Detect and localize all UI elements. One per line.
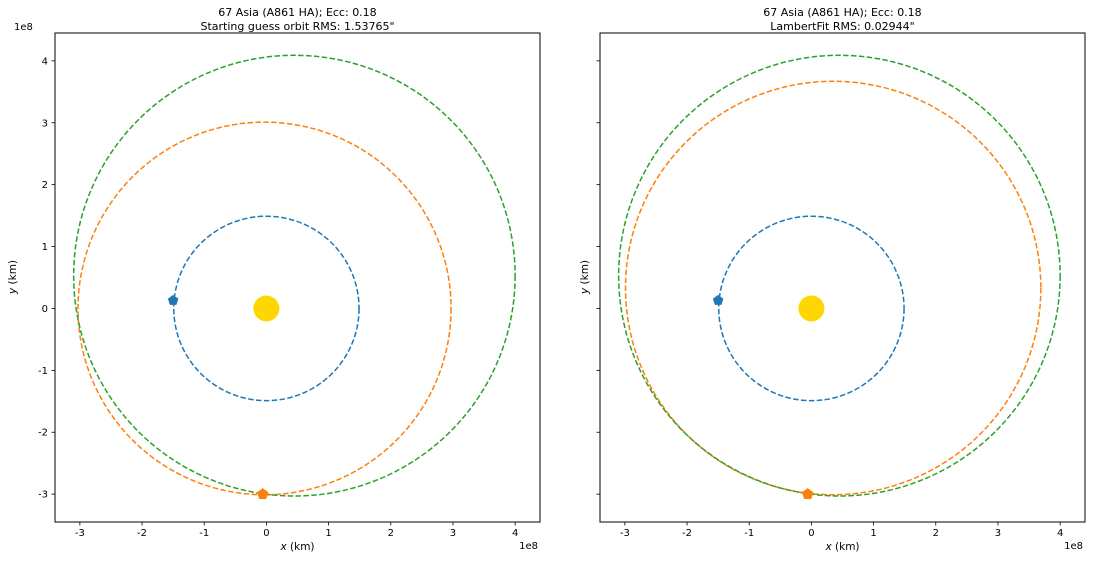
left-x-axis-label-unit: (km) [287, 541, 315, 553]
y-tick-label: 2 [42, 180, 48, 191]
y-tick-label: -1 [38, 366, 48, 377]
y-tick-label: -2 [38, 428, 48, 439]
earth-position-marker [167, 294, 179, 305]
asteroid-position-marker [802, 488, 814, 499]
left-chart-subtitle: Starting guess orbit RMS: 1.53765" [200, 20, 394, 33]
x-tick-label: 4 [1057, 528, 1063, 539]
left-x-axis-label: x (km) [279, 541, 314, 553]
subplot-right: -3 -2 -1 0 1 2 3 4 [596, 32, 1086, 539]
left-x-axis-label-var: x [279, 541, 287, 553]
asteroid-position-marker [257, 488, 269, 499]
earth-orbit [718, 215, 905, 402]
right-x-axis-label-unit: (km) [832, 541, 860, 553]
x-tick-label: 1 [870, 528, 876, 539]
x-tick-label: 0 [263, 528, 269, 539]
left-y-offset-text: 1e8 [14, 22, 33, 33]
sun-marker [253, 295, 280, 322]
subplot-left: -3 -2 -1 0 1 2 3 4 -3 -2 -1 0 1 2 3 4 [38, 32, 541, 539]
y-tick-label: 3 [42, 118, 48, 129]
left-y-axis-label-unit: (km) [7, 260, 19, 288]
right-y-axis-label: y (km) [579, 260, 591, 295]
x-tick-label: 2 [933, 528, 939, 539]
x-tick-label: -3 [75, 528, 85, 539]
target-asteroid-orbit [617, 54, 1061, 497]
x-tick-label: 4 [512, 528, 518, 539]
x-tick-label: -2 [137, 528, 147, 539]
right-y-axis-label-unit: (km) [579, 260, 591, 288]
x-tick-label: 0 [808, 528, 814, 539]
target-asteroid-orbit [72, 54, 516, 497]
x-tick-label: -1 [199, 528, 209, 539]
x-tick-label: 1 [325, 528, 331, 539]
y-tick-label: 0 [42, 304, 48, 315]
x-tick-label: 2 [388, 528, 394, 539]
left-x-offset-text: 1e8 [519, 541, 538, 552]
x-tick-label: -1 [744, 528, 754, 539]
axes-frame [599, 32, 1086, 523]
right-x-axis-label-var: x [824, 541, 832, 553]
axes-frame [54, 32, 541, 523]
earth-position-marker [712, 294, 724, 305]
y-tick-label: 4 [42, 56, 48, 67]
right-chart-subtitle: LambertFit RMS: 0.02944" [770, 20, 914, 33]
x-tick-label: 3 [995, 528, 1001, 539]
sun-marker [798, 295, 825, 322]
x-tick-label: 3 [450, 528, 456, 539]
earth-orbit [173, 215, 360, 402]
y-tick-label: 1 [42, 242, 48, 253]
x-tick-label: -3 [620, 528, 630, 539]
y-tick-label: -3 [38, 490, 48, 501]
right-chart-title: 67 Asia (A861 HA); Ecc: 0.18 [763, 6, 921, 19]
left-chart-title: 67 Asia (A861 HA); Ecc: 0.18 [218, 6, 376, 19]
x-tick-label: -2 [682, 528, 692, 539]
left-y-axis-label: y (km) [7, 260, 19, 295]
left-y-axis-label-var: y [7, 287, 19, 295]
right-y-axis-label-var: y [579, 287, 591, 295]
right-x-axis-label: x (km) [824, 541, 859, 553]
right-x-offset-text: 1e8 [1064, 541, 1083, 552]
lambert-fit-orbit [624, 80, 1042, 496]
